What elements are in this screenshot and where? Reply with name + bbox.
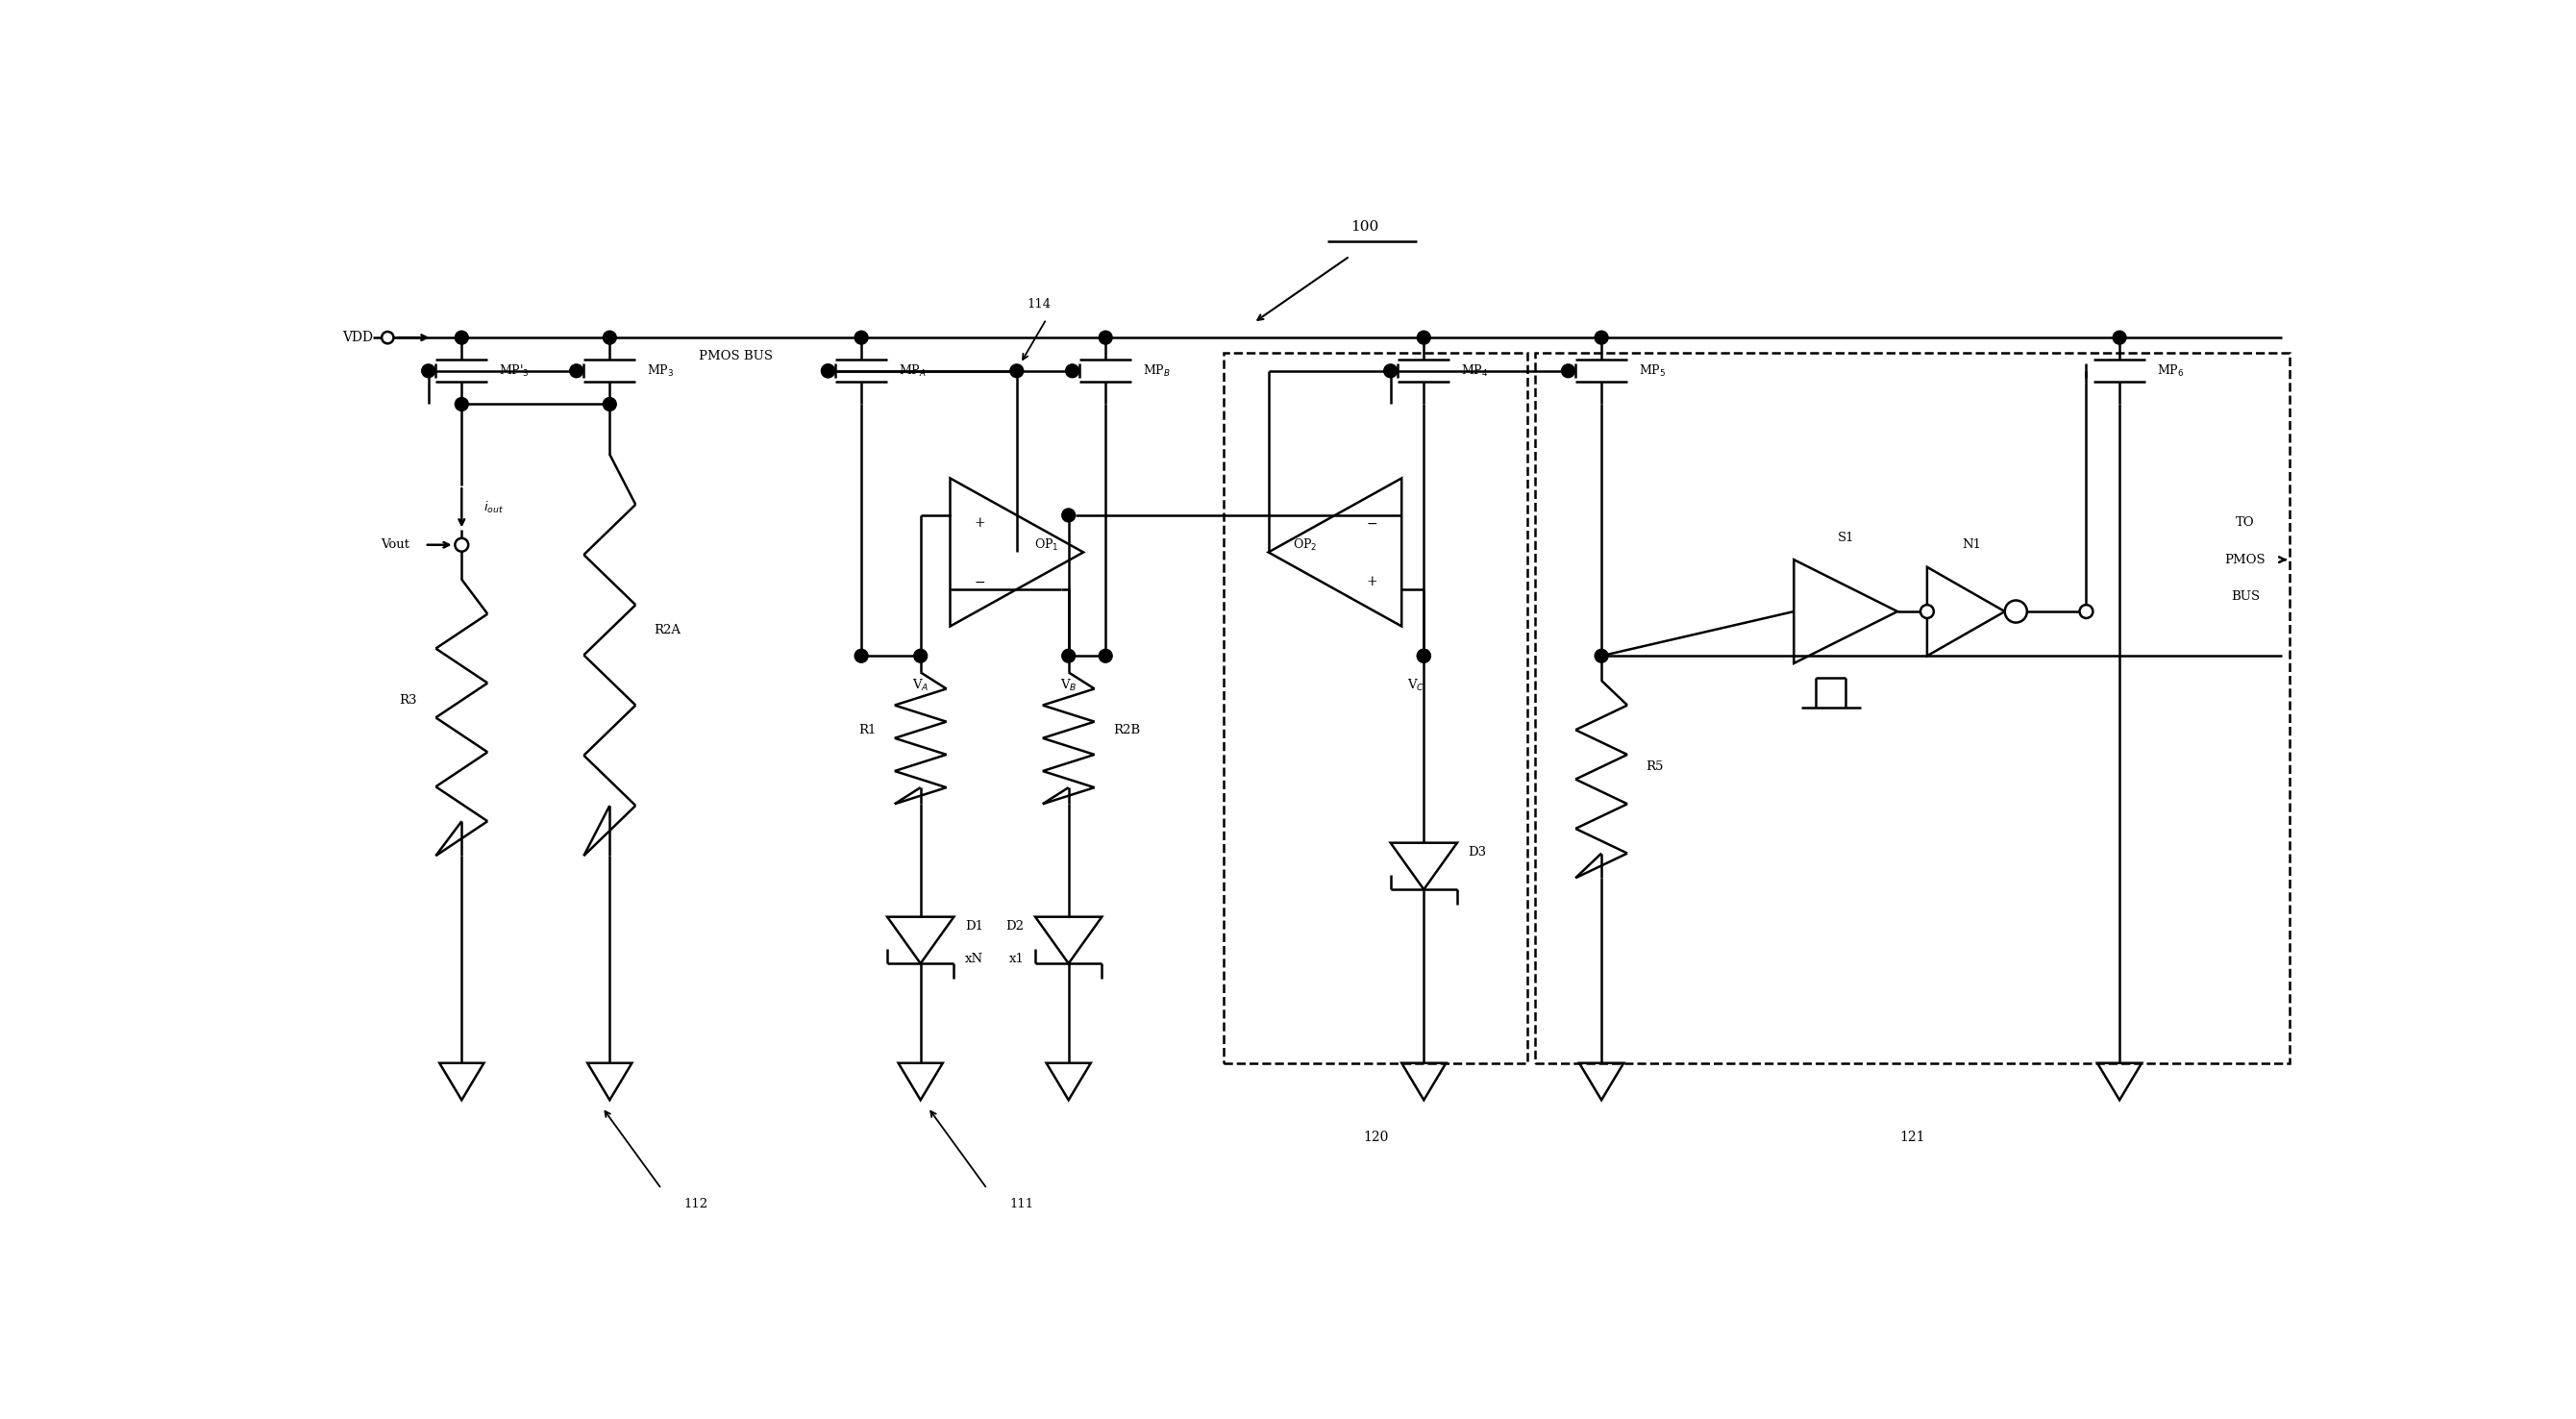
Circle shape	[1383, 365, 1396, 377]
Text: MP$_5$: MP$_5$	[1638, 363, 1667, 379]
Text: R2A: R2A	[654, 624, 680, 636]
Text: V$_B$: V$_B$	[1061, 678, 1077, 694]
Text: BUS: BUS	[2231, 590, 2259, 603]
Text: 121: 121	[1899, 1131, 1924, 1144]
Circle shape	[1010, 365, 1023, 377]
Circle shape	[1922, 604, 1935, 619]
Text: $-$: $-$	[974, 575, 987, 589]
Text: xN: xN	[966, 954, 984, 966]
Text: MP$_B$: MP$_B$	[1144, 363, 1170, 379]
Circle shape	[2004, 600, 2027, 623]
Text: MP$_6$: MP$_6$	[2156, 363, 2184, 379]
Circle shape	[1100, 650, 1113, 663]
Circle shape	[569, 365, 582, 377]
Circle shape	[456, 397, 469, 412]
Circle shape	[1561, 365, 1574, 377]
Circle shape	[822, 365, 835, 377]
Text: R2B: R2B	[1113, 724, 1141, 736]
Text: MP'$_3$: MP'$_3$	[500, 363, 528, 379]
Circle shape	[822, 365, 835, 377]
Text: OP$_1$: OP$_1$	[1033, 538, 1059, 552]
Circle shape	[1417, 650, 1430, 663]
Circle shape	[456, 538, 469, 552]
Text: 114: 114	[1028, 298, 1051, 311]
Text: TO: TO	[2236, 517, 2254, 529]
Circle shape	[1100, 331, 1113, 345]
Text: S1: S1	[1837, 531, 1855, 543]
Circle shape	[603, 397, 616, 412]
Text: R1: R1	[858, 724, 876, 736]
Text: +: +	[974, 517, 987, 529]
Text: D1: D1	[966, 920, 984, 932]
Text: V$_A$: V$_A$	[912, 678, 930, 694]
Text: N1: N1	[1963, 539, 1981, 551]
Circle shape	[855, 650, 868, 663]
Text: 100: 100	[1350, 220, 1378, 233]
Text: VDD: VDD	[343, 331, 374, 345]
Text: D3: D3	[1468, 846, 1486, 858]
Circle shape	[456, 331, 469, 345]
Text: R3: R3	[399, 694, 417, 707]
Text: 111: 111	[1010, 1198, 1033, 1210]
Circle shape	[1061, 508, 1074, 522]
Text: +: +	[1365, 575, 1378, 589]
Text: $-$: $-$	[1365, 517, 1378, 529]
Circle shape	[855, 331, 868, 345]
Bar	[1535, 352, 2290, 1063]
Circle shape	[422, 365, 435, 377]
Circle shape	[381, 332, 394, 343]
Text: MP$_3$: MP$_3$	[647, 363, 675, 379]
Text: x1: x1	[1010, 954, 1025, 966]
Text: $i_{out}$: $i_{out}$	[484, 499, 505, 515]
Text: D2: D2	[1005, 920, 1025, 932]
Text: Vout: Vout	[381, 539, 410, 551]
Bar	[1224, 352, 1528, 1063]
Circle shape	[603, 331, 616, 345]
Circle shape	[1595, 650, 1607, 663]
Text: V$_C$: V$_C$	[1406, 678, 1425, 694]
Circle shape	[1417, 650, 1430, 663]
Text: PMOS: PMOS	[2226, 553, 2267, 566]
Text: MP$_A$: MP$_A$	[899, 363, 925, 379]
Circle shape	[914, 650, 927, 663]
Circle shape	[1061, 650, 1074, 663]
Text: R5: R5	[1646, 761, 1664, 773]
Text: 112: 112	[683, 1198, 708, 1210]
Text: MP$_4$: MP$_4$	[1461, 363, 1489, 379]
Circle shape	[1595, 331, 1607, 345]
Text: OP$_2$: OP$_2$	[1293, 538, 1316, 552]
Circle shape	[1417, 331, 1430, 345]
Circle shape	[2112, 331, 2125, 345]
Circle shape	[1066, 365, 1079, 377]
Text: 120: 120	[1363, 1131, 1388, 1144]
Text: PMOS BUS: PMOS BUS	[698, 350, 773, 362]
Circle shape	[2079, 604, 2092, 619]
